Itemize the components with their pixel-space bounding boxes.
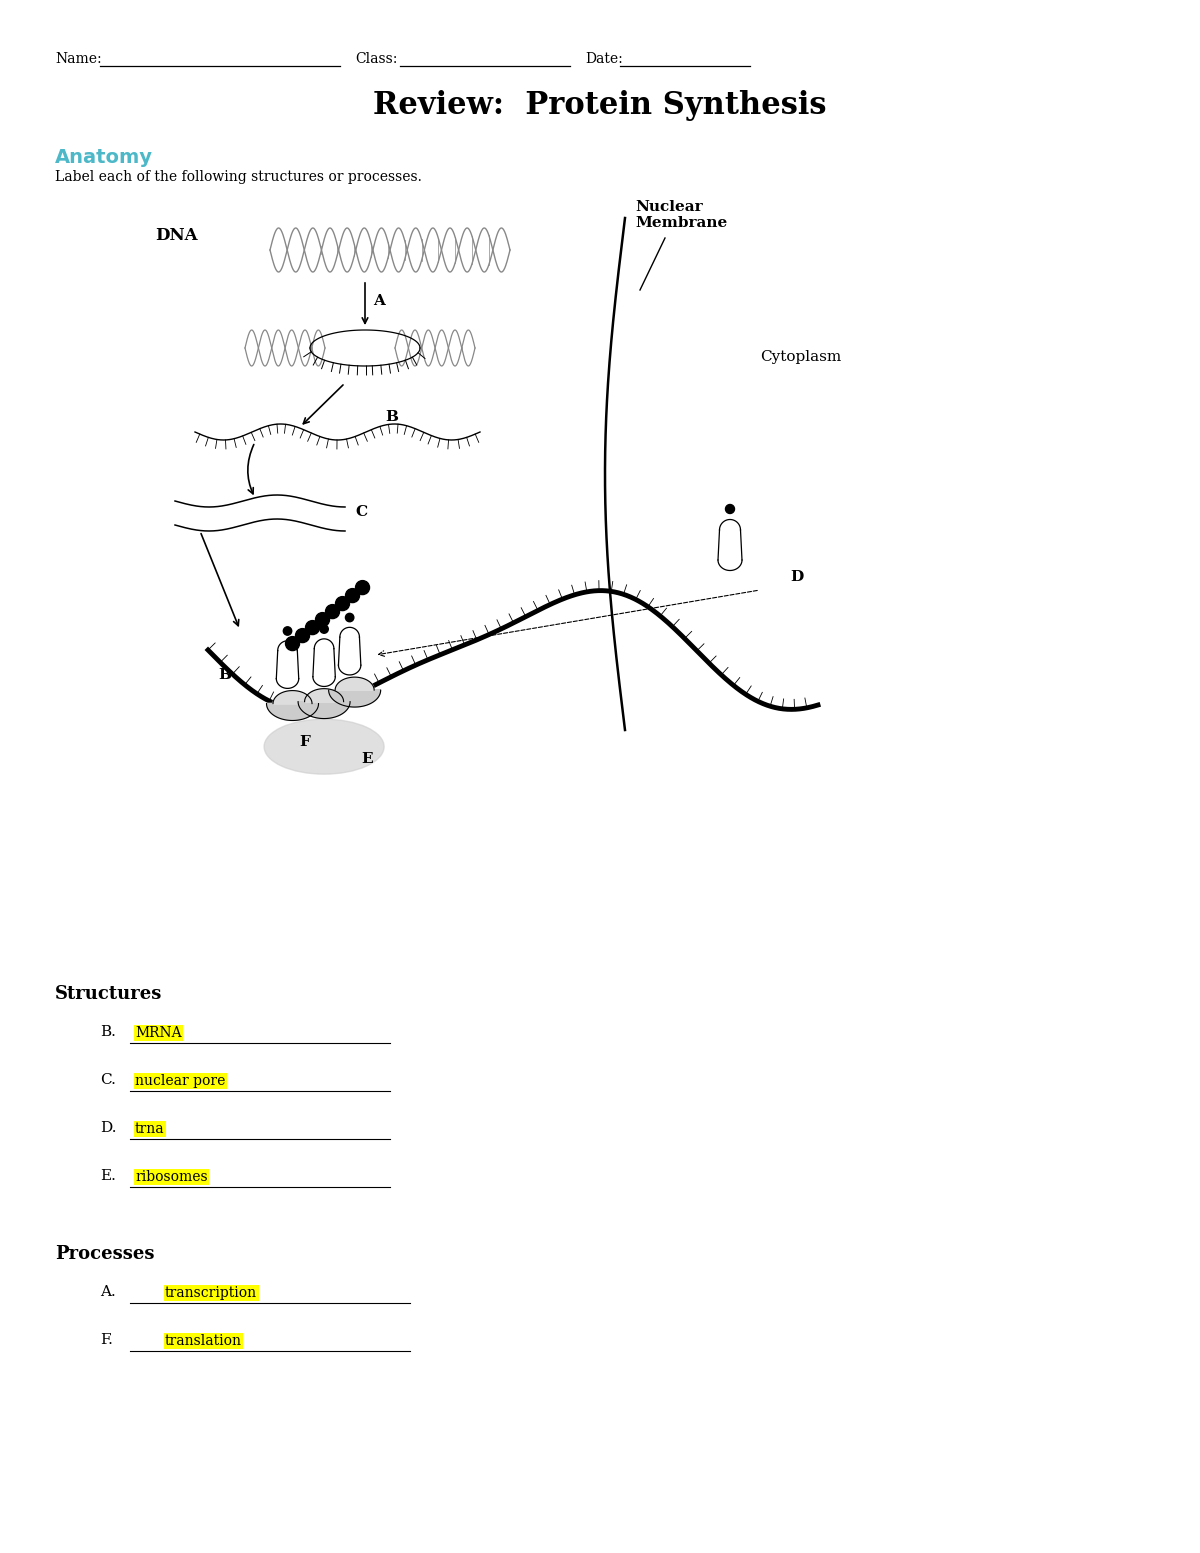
Text: DNA: DNA — [155, 227, 198, 244]
Text: nuclear pore: nuclear pore — [134, 1075, 226, 1089]
Text: Anatomy: Anatomy — [55, 148, 154, 168]
Polygon shape — [335, 677, 374, 690]
Text: D.: D. — [100, 1121, 116, 1135]
Text: A.: A. — [100, 1284, 115, 1298]
Text: Date:: Date: — [586, 51, 623, 65]
Polygon shape — [305, 688, 343, 702]
Text: E.: E. — [100, 1169, 116, 1183]
Polygon shape — [274, 691, 312, 704]
Text: Name:: Name: — [55, 51, 102, 65]
Circle shape — [325, 604, 340, 618]
Text: Processes: Processes — [55, 1246, 155, 1263]
Text: transcription: transcription — [166, 1286, 257, 1300]
Circle shape — [336, 596, 349, 610]
Text: B.: B. — [100, 1025, 116, 1039]
Circle shape — [346, 613, 354, 621]
Polygon shape — [266, 704, 318, 721]
Ellipse shape — [264, 719, 384, 773]
Text: B: B — [218, 668, 230, 682]
Text: trna: trna — [134, 1121, 164, 1135]
Circle shape — [355, 581, 370, 595]
Text: Cytoplasm: Cytoplasm — [760, 349, 841, 363]
Text: translation: translation — [166, 1334, 242, 1348]
Text: C: C — [355, 505, 367, 519]
Circle shape — [346, 589, 360, 603]
Text: Review:  Protein Synthesis: Review: Protein Synthesis — [373, 90, 827, 121]
Text: E: E — [361, 752, 373, 766]
Circle shape — [295, 629, 310, 643]
Text: Structures: Structures — [55, 985, 162, 1003]
Circle shape — [283, 627, 292, 635]
Text: Class:: Class: — [355, 51, 397, 65]
Text: D: D — [790, 570, 803, 584]
Circle shape — [306, 621, 319, 635]
Circle shape — [320, 624, 329, 634]
Text: F.: F. — [100, 1332, 113, 1346]
Polygon shape — [329, 690, 380, 707]
Polygon shape — [298, 702, 350, 719]
Text: B: B — [385, 410, 398, 424]
Text: A: A — [373, 294, 385, 307]
Circle shape — [726, 505, 734, 514]
Text: F: F — [299, 735, 310, 749]
Text: Label each of the following structures or processes.: Label each of the following structures o… — [55, 169, 422, 183]
Text: ribosomes: ribosomes — [134, 1169, 208, 1183]
Text: C.: C. — [100, 1073, 116, 1087]
Text: MRNA: MRNA — [134, 1027, 181, 1041]
Circle shape — [286, 637, 300, 651]
Text: Nuclear
Membrane: Nuclear Membrane — [635, 200, 727, 230]
Circle shape — [316, 612, 330, 626]
